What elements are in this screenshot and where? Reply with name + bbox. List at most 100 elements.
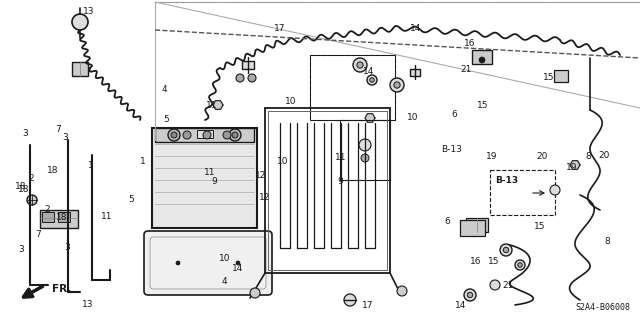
Bar — [472, 50, 492, 64]
Circle shape — [183, 131, 191, 139]
Bar — [72, 62, 88, 76]
Text: 21: 21 — [502, 281, 513, 291]
Text: 14: 14 — [232, 264, 244, 273]
Circle shape — [515, 260, 525, 270]
Circle shape — [370, 78, 374, 82]
Text: 9: 9 — [337, 177, 343, 187]
Text: 19: 19 — [486, 152, 498, 161]
Text: 20: 20 — [536, 152, 548, 161]
FancyBboxPatch shape — [144, 231, 272, 295]
Text: 15: 15 — [543, 73, 554, 83]
Text: FR.: FR. — [52, 284, 72, 294]
Text: S2A4-B06008: S2A4-B06008 — [575, 303, 630, 312]
Text: 17: 17 — [362, 300, 374, 309]
Text: 10: 10 — [219, 254, 230, 263]
Text: 18: 18 — [56, 213, 67, 222]
Circle shape — [394, 82, 400, 88]
Bar — [58, 212, 70, 222]
Circle shape — [390, 78, 404, 92]
Text: B-13: B-13 — [495, 176, 518, 185]
Circle shape — [232, 132, 238, 138]
Circle shape — [361, 154, 369, 162]
Bar — [155, 128, 254, 142]
Circle shape — [250, 288, 260, 298]
Text: 11: 11 — [204, 168, 215, 177]
Text: 3: 3 — [22, 130, 28, 138]
Circle shape — [490, 280, 500, 290]
Text: 6: 6 — [452, 110, 458, 119]
Bar — [554, 70, 568, 82]
Text: 3: 3 — [64, 243, 70, 253]
Circle shape — [518, 263, 522, 267]
Circle shape — [550, 185, 560, 195]
Text: 2: 2 — [44, 205, 50, 214]
Text: 7: 7 — [35, 230, 41, 239]
Text: 16: 16 — [464, 40, 476, 48]
Bar — [42, 212, 54, 222]
Bar — [340, 120, 390, 180]
Text: 1: 1 — [88, 161, 94, 170]
Bar — [466, 218, 488, 232]
Circle shape — [467, 292, 473, 298]
Circle shape — [344, 294, 356, 306]
Text: 7: 7 — [55, 125, 61, 135]
Text: 20: 20 — [598, 151, 609, 160]
Circle shape — [229, 129, 241, 141]
Circle shape — [359, 139, 371, 151]
Text: 19: 19 — [566, 164, 577, 173]
Bar — [242, 61, 254, 69]
Polygon shape — [213, 101, 223, 109]
Circle shape — [500, 244, 512, 256]
Circle shape — [236, 261, 240, 265]
Text: 12: 12 — [255, 170, 266, 180]
Text: 4: 4 — [161, 85, 167, 94]
Text: 18: 18 — [18, 186, 29, 195]
Text: 14: 14 — [363, 68, 374, 77]
Text: 18: 18 — [15, 182, 27, 191]
Circle shape — [27, 195, 37, 205]
Text: 17: 17 — [274, 24, 285, 33]
Text: 3: 3 — [18, 246, 24, 255]
Text: 5: 5 — [128, 195, 134, 204]
Text: 12: 12 — [259, 193, 271, 202]
Text: 5: 5 — [163, 115, 169, 124]
Circle shape — [397, 286, 407, 296]
Circle shape — [353, 58, 367, 72]
Text: 15: 15 — [477, 101, 488, 110]
Text: 8: 8 — [604, 238, 610, 247]
Bar — [152, 128, 257, 228]
Circle shape — [503, 247, 509, 253]
Circle shape — [203, 131, 211, 139]
Circle shape — [479, 57, 485, 63]
Text: 15: 15 — [534, 222, 546, 231]
Circle shape — [168, 129, 180, 141]
Text: 13: 13 — [83, 8, 95, 17]
Polygon shape — [365, 114, 375, 122]
Bar — [310, 55, 395, 120]
Bar — [197, 130, 213, 138]
Text: 14: 14 — [455, 301, 467, 310]
Text: 18: 18 — [47, 166, 58, 175]
Text: 11: 11 — [100, 212, 112, 221]
Text: 13: 13 — [82, 300, 93, 309]
Circle shape — [464, 289, 476, 301]
Text: 2: 2 — [28, 174, 34, 183]
Bar — [40, 210, 78, 228]
Text: 10: 10 — [285, 98, 296, 107]
Circle shape — [236, 74, 244, 82]
Text: 6: 6 — [444, 218, 450, 226]
Bar — [460, 220, 485, 236]
Text: 9: 9 — [211, 177, 217, 186]
Polygon shape — [570, 161, 580, 169]
Circle shape — [248, 74, 256, 82]
Circle shape — [223, 131, 231, 139]
Circle shape — [367, 75, 377, 85]
Text: 21: 21 — [461, 65, 472, 74]
Circle shape — [171, 132, 177, 138]
Text: 10: 10 — [407, 114, 419, 122]
Text: 8: 8 — [585, 152, 591, 161]
Text: 16: 16 — [470, 257, 482, 266]
Text: 10: 10 — [277, 157, 289, 166]
Text: 4: 4 — [222, 278, 228, 286]
Text: 15: 15 — [488, 257, 499, 266]
